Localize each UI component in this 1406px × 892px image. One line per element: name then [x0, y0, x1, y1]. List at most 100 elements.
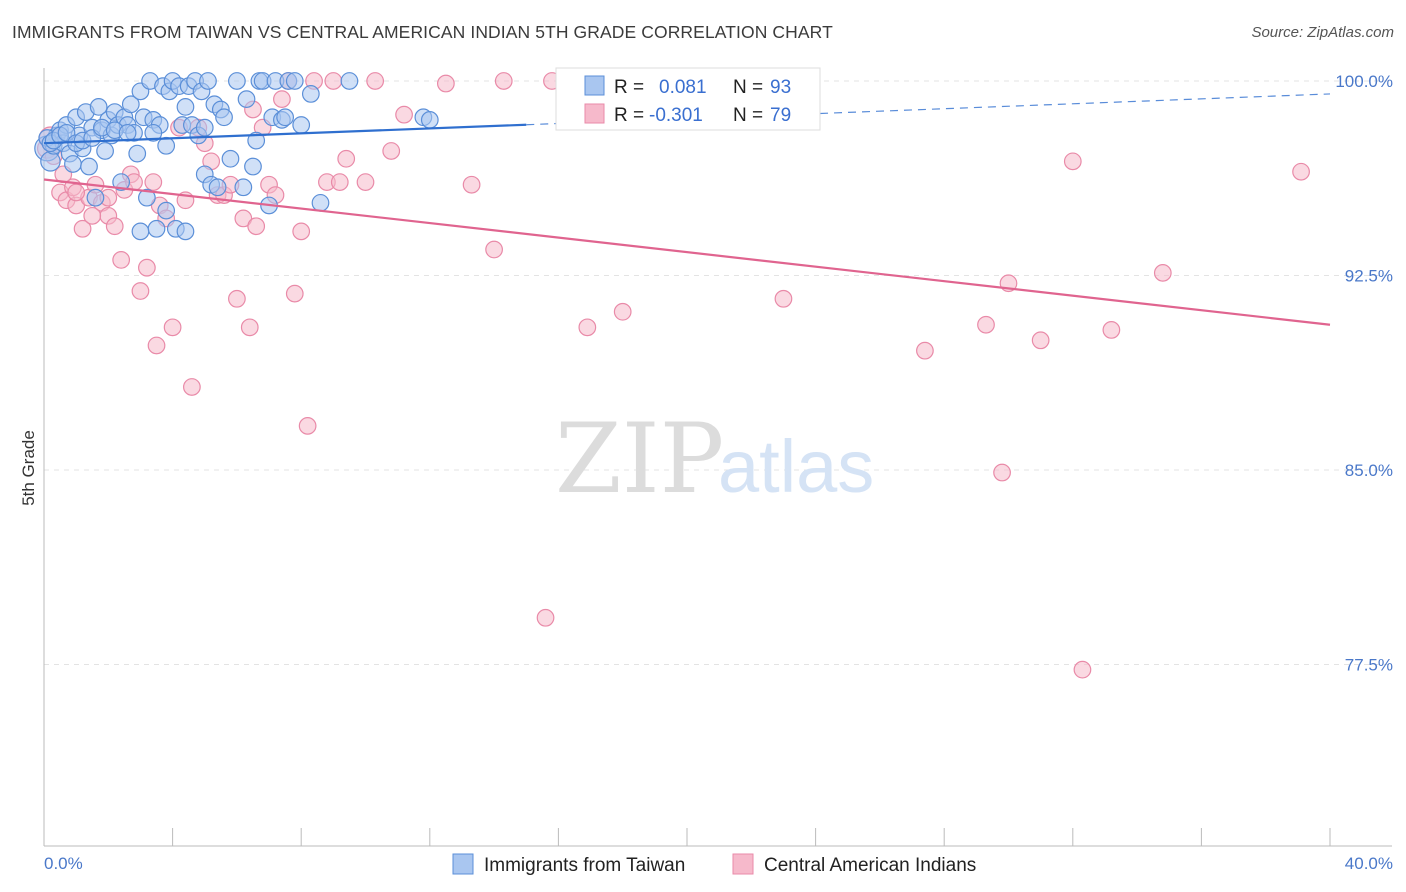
data-point-central-american-indians	[337, 149, 356, 168]
legend-r-label-2: R =	[614, 105, 644, 126]
data-point-immigrants-from-taiwan	[157, 136, 176, 155]
x-tick-label: 0.0%	[44, 854, 83, 873]
legend-swatch-blue	[584, 75, 605, 96]
data-point-immigrants-from-taiwan	[144, 123, 163, 142]
data-point-immigrants-from-taiwan	[176, 222, 195, 241]
data-point-immigrants-from-taiwan	[118, 123, 137, 142]
watermark: ZIP atlas	[555, 403, 874, 515]
data-point-immigrants-from-taiwan	[195, 118, 214, 137]
legend-r-value-2: -0.301	[649, 105, 703, 126]
data-point-immigrants-from-taiwan	[234, 178, 253, 197]
data-point-immigrants-from-taiwan	[276, 108, 295, 127]
data-point-central-american-indians	[247, 217, 266, 236]
data-point-central-american-indians	[273, 90, 291, 108]
data-point-central-american-indians	[578, 318, 597, 337]
y-tick-label: 100.0%	[1335, 72, 1393, 91]
bottom-legend-label-2: Central American Indians	[764, 855, 976, 876]
data-point-central-american-indians	[977, 315, 995, 334]
data-point-central-american-indians	[1073, 660, 1092, 679]
data-point-immigrants-from-taiwan	[237, 90, 256, 108]
data-point-immigrants-from-taiwan	[157, 201, 176, 220]
data-point-immigrants-from-taiwan	[128, 144, 147, 163]
bottom-legend-label-1: Immigrants from Taiwan	[484, 855, 685, 876]
data-point-central-american-indians	[73, 219, 92, 238]
data-point-immigrants-from-taiwan	[86, 188, 105, 207]
data-point-central-american-indians	[298, 417, 317, 435]
data-point-central-american-indians	[131, 282, 150, 300]
data-point-immigrants-from-taiwan	[340, 72, 359, 90]
data-point-central-american-indians	[324, 72, 343, 90]
data-point-central-american-indians	[292, 222, 311, 241]
data-point-immigrants-from-taiwan	[311, 193, 330, 212]
blue-series-points	[34, 72, 439, 241]
data-point-immigrants-from-taiwan	[228, 72, 246, 90]
data-point-central-american-indians	[494, 72, 513, 90]
data-point-central-american-indians	[144, 173, 163, 191]
axes	[43, 68, 1392, 847]
data-point-central-american-indians	[395, 105, 413, 124]
trend-line-taiwan-solid	[43, 123, 527, 145]
data-point-central-american-indians	[1031, 331, 1050, 350]
source-label: Source: ZipAtlas.com	[1251, 24, 1394, 41]
pink-series-points	[36, 72, 1310, 679]
data-point-central-american-indians	[228, 289, 246, 308]
data-point-central-american-indians	[285, 284, 304, 303]
data-point-central-american-indians	[83, 206, 102, 225]
data-point-central-american-indians	[112, 251, 131, 269]
data-point-immigrants-from-taiwan	[121, 95, 140, 114]
data-point-central-american-indians	[485, 240, 503, 259]
bottom-legend: Immigrants from Taiwan Central American …	[452, 853, 976, 876]
data-point-central-american-indians	[382, 142, 401, 160]
x-tick-labels: 0.0% 40.0%	[44, 854, 1393, 873]
legend-r-value-1: 0.081	[659, 77, 707, 98]
chart-title: IMMIGRANTS FROM TAIWAN VS CENTRAL AMERIC…	[12, 22, 833, 42]
data-point-central-american-indians	[993, 463, 1011, 482]
data-point-immigrants-from-taiwan	[247, 131, 266, 150]
data-point-immigrants-from-taiwan	[292, 116, 311, 134]
data-point-central-american-indians	[1063, 152, 1082, 171]
data-point-central-american-indians	[774, 289, 793, 308]
data-point-immigrants-from-taiwan	[244, 157, 262, 176]
data-point-immigrants-from-taiwan	[89, 98, 108, 116]
legend-n-value-1: 93	[770, 77, 791, 98]
data-point-immigrants-from-taiwan	[199, 72, 217, 90]
data-point-immigrants-from-taiwan	[40, 151, 61, 172]
bottom-legend-swatch-pink	[732, 853, 754, 875]
data-point-central-american-indians	[234, 209, 253, 228]
data-point-immigrants-from-taiwan	[80, 157, 98, 176]
y-tick-label: 92.5%	[1345, 266, 1393, 285]
data-point-immigrants-from-taiwan	[138, 188, 156, 207]
data-point-central-american-indians	[1153, 263, 1172, 282]
data-point-immigrants-from-taiwan	[176, 98, 195, 116]
data-point-central-american-indians	[536, 608, 555, 627]
legend-r-label-1: R =	[614, 77, 644, 98]
data-point-central-american-indians	[183, 378, 201, 396]
data-point-central-american-indians	[366, 72, 385, 90]
data-point-central-american-indians	[436, 74, 455, 93]
data-point-immigrants-from-taiwan	[131, 222, 150, 241]
data-point-central-american-indians	[147, 336, 166, 355]
legend-swatch-pink	[584, 103, 605, 124]
legend-n-value-2: 79	[770, 105, 791, 126]
legend-n-label-2: N =	[733, 105, 763, 126]
data-point-immigrants-from-taiwan	[208, 178, 227, 197]
data-point-immigrants-from-taiwan	[285, 72, 304, 90]
data-point-immigrants-from-taiwan	[64, 155, 82, 173]
data-point-immigrants-from-taiwan	[420, 110, 439, 129]
y-axis-label: 5th Grade	[19, 430, 38, 506]
data-point-central-american-indians	[1292, 162, 1310, 181]
data-point-immigrants-from-taiwan	[221, 149, 240, 168]
data-point-central-american-indians	[67, 183, 86, 202]
data-point-immigrants-from-taiwan	[96, 142, 114, 160]
watermark-atlas: atlas	[718, 425, 874, 508]
data-point-central-american-indians	[916, 341, 934, 360]
trend-line-central-american	[43, 178, 1331, 326]
x-tick-label: 40.0%	[1345, 854, 1393, 873]
data-point-central-american-indians	[330, 173, 349, 191]
data-point-central-american-indians	[138, 258, 156, 277]
data-point-central-american-indians	[613, 302, 632, 321]
bottom-legend-swatch-blue	[452, 853, 474, 875]
legend: R = 0.081 N = 93 R = -0.301 N = 79	[555, 67, 821, 131]
data-point-central-american-indians	[1102, 321, 1121, 339]
